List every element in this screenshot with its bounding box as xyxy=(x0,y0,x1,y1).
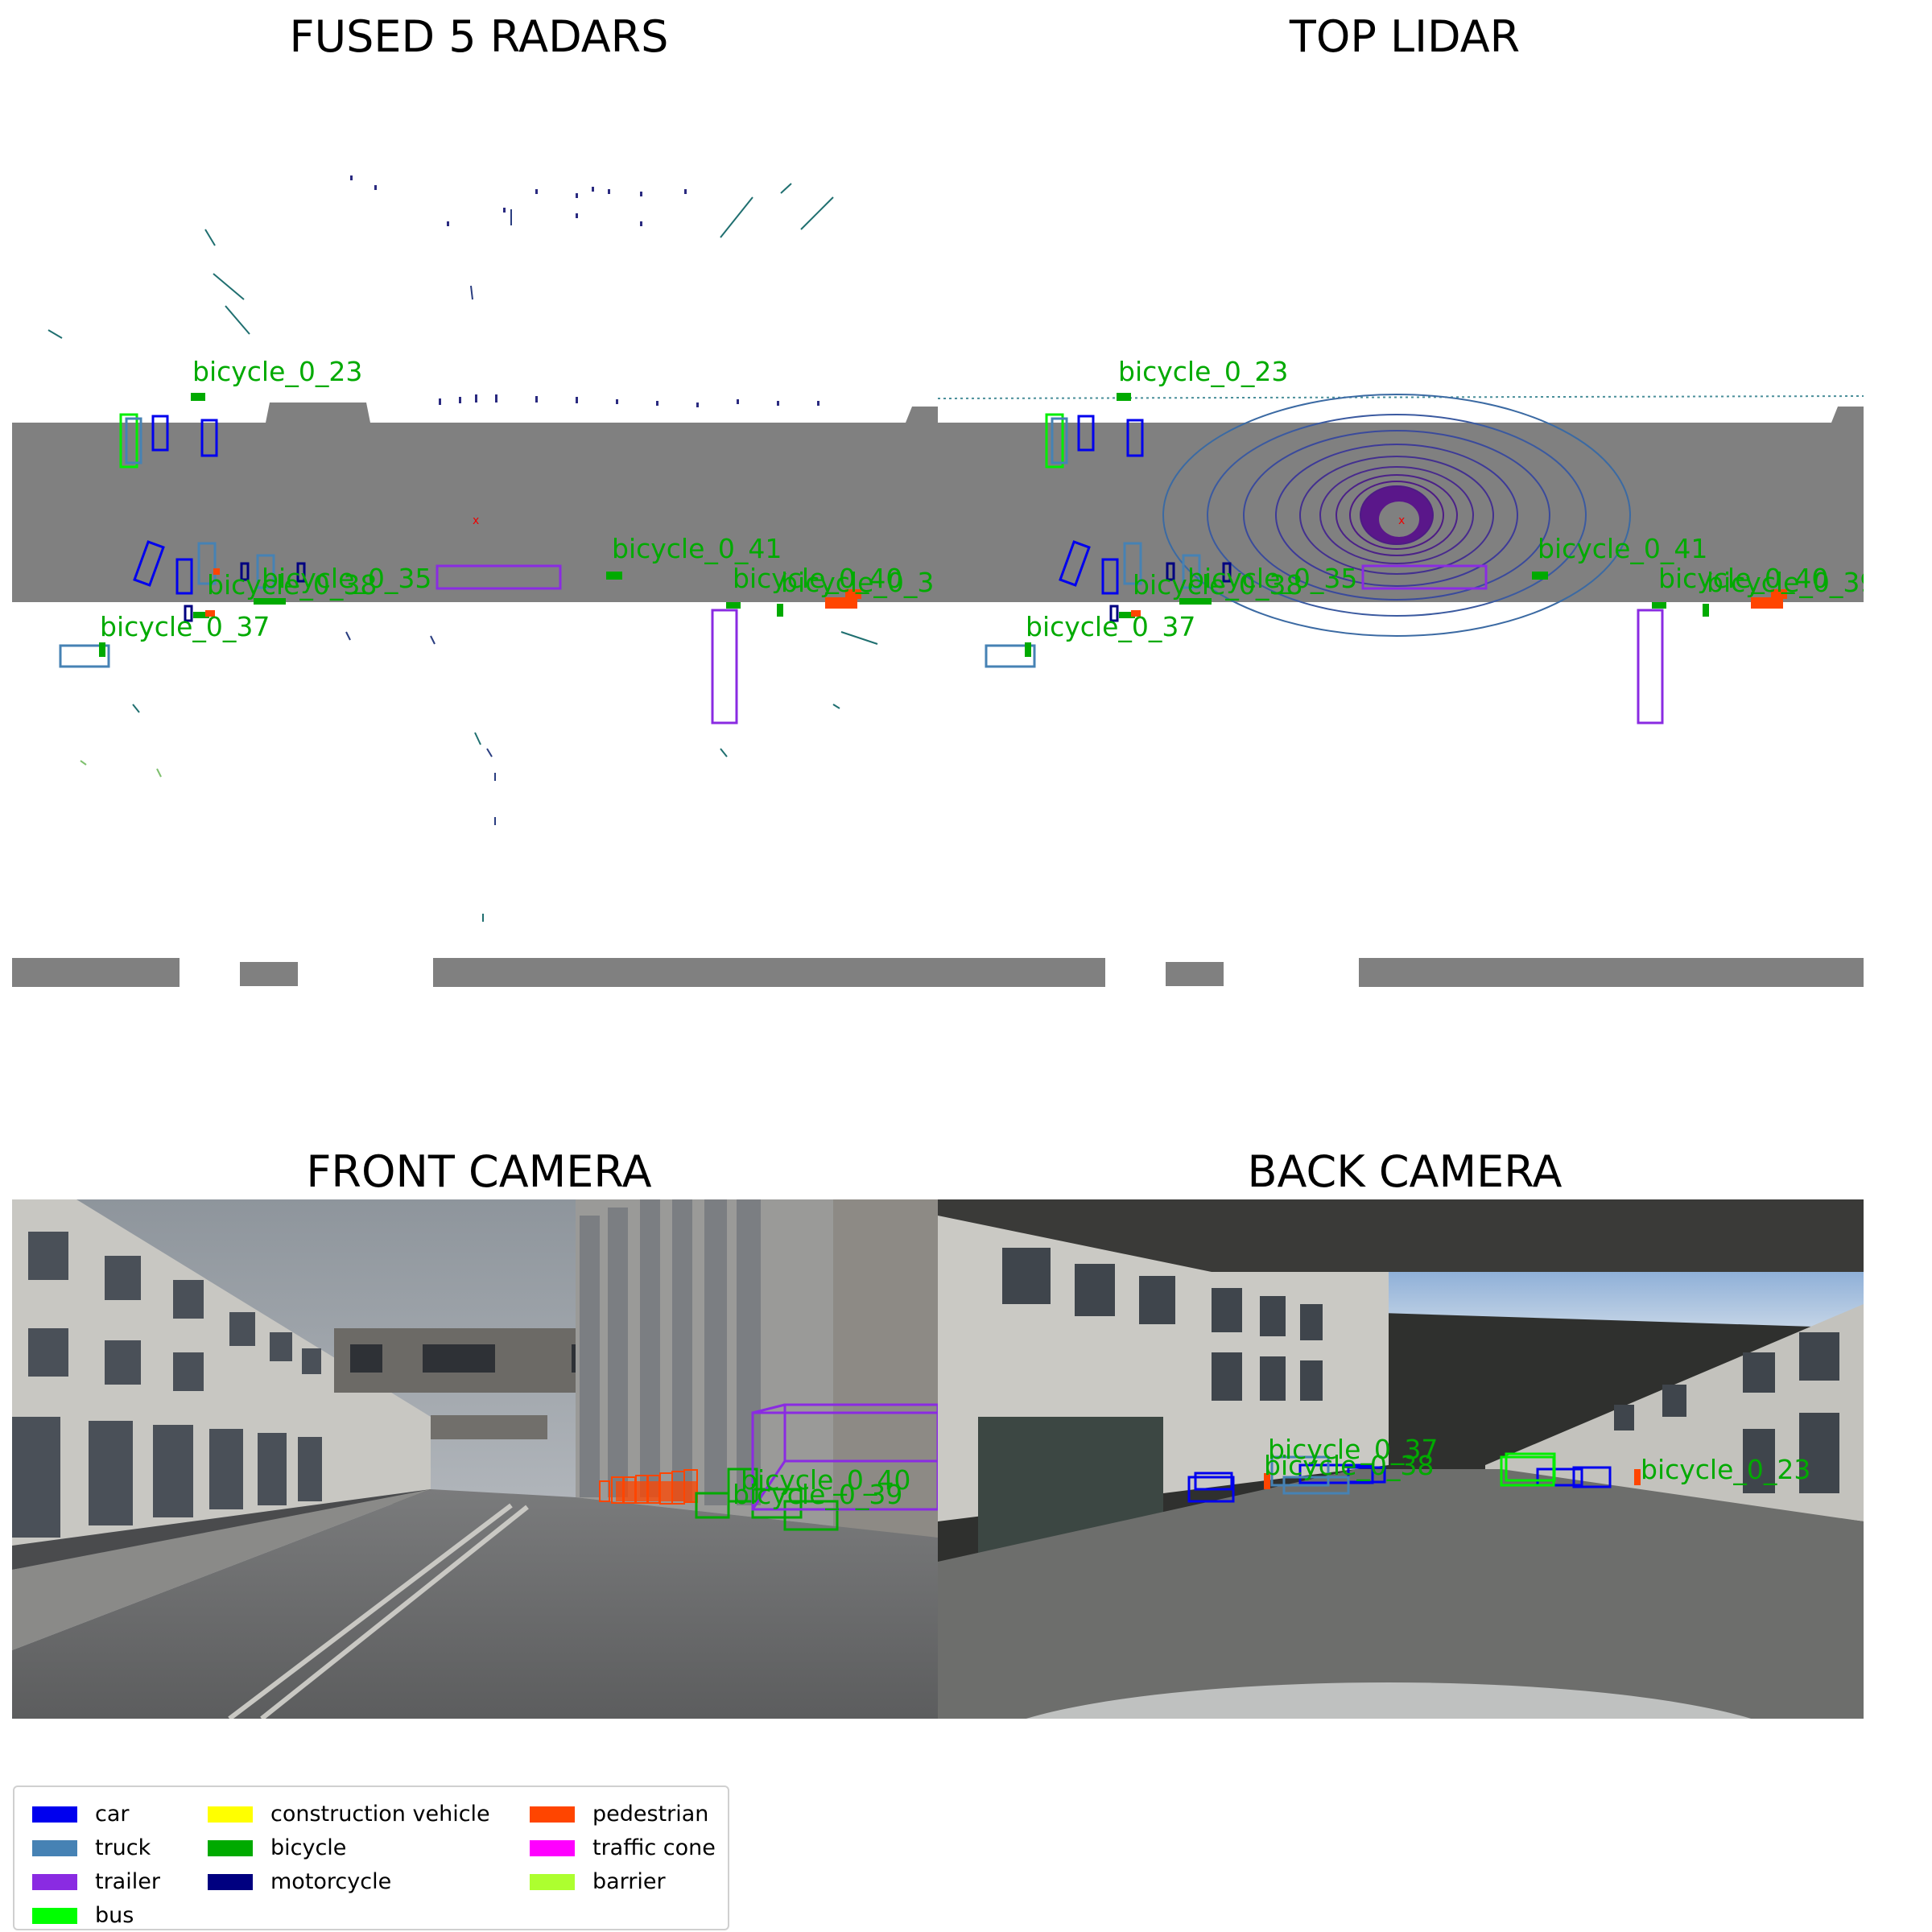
bev-label: bicycle_0_41 xyxy=(612,533,782,564)
map-road-strip xyxy=(1166,962,1224,986)
legend-label: trailer xyxy=(95,1869,160,1894)
back-camera-panel-title: BACK CAMERA xyxy=(1247,1146,1563,1197)
trailer-box xyxy=(751,1403,938,1511)
legend-item-trailer: trailer xyxy=(32,1869,160,1894)
legend-label: traffic cone xyxy=(592,1835,716,1860)
legend-item-car: car xyxy=(32,1802,130,1827)
legend-swatch xyxy=(32,1806,77,1823)
bev-objects xyxy=(1025,393,1709,657)
radar-bev-panel: x bicycle_0_23 bicycle_0_41 bicycle_0_37… xyxy=(12,64,938,1063)
front-camera-panel-title: FRONT CAMERA xyxy=(306,1146,652,1197)
bev-label: bicycle_0_35 xyxy=(262,563,431,594)
truck-boxes xyxy=(1270,1455,1350,1495)
bev-label: bicycle_0_37 xyxy=(1026,611,1195,642)
lidar-panel-title: TOP LIDAR xyxy=(1289,11,1521,62)
radar-bev-plot: x bicycle_0_23 bicycle_0_41 bicycle_0_37… xyxy=(12,175,938,987)
legend: car truck trailer bus construction vehic… xyxy=(13,1785,729,1930)
back-camera-label: bicycle_0_37 xyxy=(1268,1434,1438,1465)
ego-hood xyxy=(1026,1682,1752,1719)
legend-item-bus: bus xyxy=(32,1903,134,1928)
legend-swatch xyxy=(32,1839,77,1856)
legend-swatch xyxy=(530,1839,575,1856)
bev-label: bicycle_0_38 xyxy=(1133,569,1302,601)
legend-swatch xyxy=(530,1806,575,1823)
bev-label: bicycle_0_3 xyxy=(781,567,934,598)
legend-label: bus xyxy=(95,1903,134,1928)
legend-item-bicycle: bicycle xyxy=(208,1835,346,1860)
map-road-strip xyxy=(1359,958,1864,987)
road xyxy=(12,1489,938,1719)
legend-item-barrier: barrier xyxy=(530,1869,666,1894)
front-camera-label: bicycle_0_40 xyxy=(741,1464,910,1496)
legend-label: construction vehicle xyxy=(270,1802,490,1827)
radar-panel-title: FUSED 5 RADARS xyxy=(289,11,669,62)
bev-boxes xyxy=(59,413,738,724)
right-building-windows xyxy=(1614,1332,1839,1493)
legend-label: car xyxy=(95,1802,130,1827)
left-building-windows xyxy=(12,1232,322,1538)
bev-label: bicycle_0_37 xyxy=(100,611,270,642)
front-camera-panel: bicycle_0_40 bicycle_0_39 xyxy=(12,1199,938,1719)
lidar-bev-panel: x bicycle_0_23 bicycle_0_41 bicycle_0_37… xyxy=(938,64,1864,1063)
map-road-strip xyxy=(12,958,180,987)
lidar-horizon xyxy=(938,395,1864,399)
bev-objects xyxy=(99,393,783,657)
map-road-area xyxy=(12,402,938,602)
bev-label: bicycle_0_41 xyxy=(1538,533,1707,564)
legend-item-traffic-cone: traffic cone xyxy=(530,1835,716,1860)
bev-label: bicycle_0_23 xyxy=(192,356,362,387)
bev-label: bicycle_0_40 xyxy=(1658,563,1828,594)
bev-label: bicycle_0_38 xyxy=(207,569,377,601)
front-camera-label: bicycle_0_39 xyxy=(733,1479,902,1510)
bev-label: bicycle_0_39 xyxy=(1707,567,1864,598)
bus-box xyxy=(1500,1452,1556,1487)
legend-swatch xyxy=(208,1839,253,1856)
back-camera-label: bicycle_0_23 xyxy=(1641,1454,1810,1485)
radar-points xyxy=(47,183,878,922)
front-camera-image: bicycle_0_40 bicycle_0_39 xyxy=(12,1199,938,1719)
bev-label: bicycle_0_23 xyxy=(1118,356,1288,387)
bicycle-boxes xyxy=(695,1468,839,1531)
left-building-windows xyxy=(1002,1248,1323,1401)
lidar-bev-plot: x bicycle_0_23 bicycle_0_41 bicycle_0_37… xyxy=(938,356,1864,987)
map-road-strip xyxy=(240,962,298,986)
pedestrian-points xyxy=(1131,589,1787,617)
car-boxes xyxy=(1187,1463,1612,1503)
legend-swatch xyxy=(208,1873,253,1890)
pedestrian-points xyxy=(205,568,861,617)
ego-marker: x xyxy=(1398,514,1405,527)
legend-swatch xyxy=(32,1907,77,1924)
skybridge-far xyxy=(431,1415,547,1439)
legend-label: motorcycle xyxy=(270,1869,392,1894)
legend-swatch xyxy=(32,1873,77,1890)
legend-swatch xyxy=(208,1806,253,1823)
legend-label: pedestrian xyxy=(592,1802,709,1827)
back-camera-image: bicycle_0_37 bicycle_0_38 bicycle_0_23 xyxy=(938,1199,1864,1719)
pedestrian-fill xyxy=(616,1481,696,1501)
legend-item-motorcycle: motorcycle xyxy=(208,1869,391,1894)
ego-marker: x xyxy=(473,514,479,527)
map-road-strip xyxy=(938,958,1105,987)
legend-swatch xyxy=(530,1873,575,1890)
legend-label: truck xyxy=(95,1835,151,1860)
legend-item-construction-vehicle: construction vehicle xyxy=(208,1802,490,1827)
ego-vehicle-shadow xyxy=(1379,502,1419,537)
legend-label: bicycle xyxy=(270,1835,347,1860)
pedestrian-marks xyxy=(1264,1469,1641,1489)
bev-label: bicycle_0_40 xyxy=(733,563,902,594)
map-road-strip xyxy=(433,958,938,987)
radar-point-row xyxy=(350,175,819,407)
legend-item-pedestrian: pedestrian xyxy=(530,1802,708,1827)
legend-label: barrier xyxy=(592,1869,666,1894)
back-camera-label: bicycle_0_38 xyxy=(1264,1450,1434,1481)
bev-boxes xyxy=(985,413,1664,724)
legend-item-truck: truck xyxy=(32,1835,151,1860)
right-building-columns xyxy=(580,1199,761,1505)
back-camera-panel: bicycle_0_37 bicycle_0_38 bicycle_0_23 xyxy=(938,1199,1864,1719)
road xyxy=(938,1469,1864,1719)
bev-label: bicycle_0_35 xyxy=(1187,563,1357,594)
